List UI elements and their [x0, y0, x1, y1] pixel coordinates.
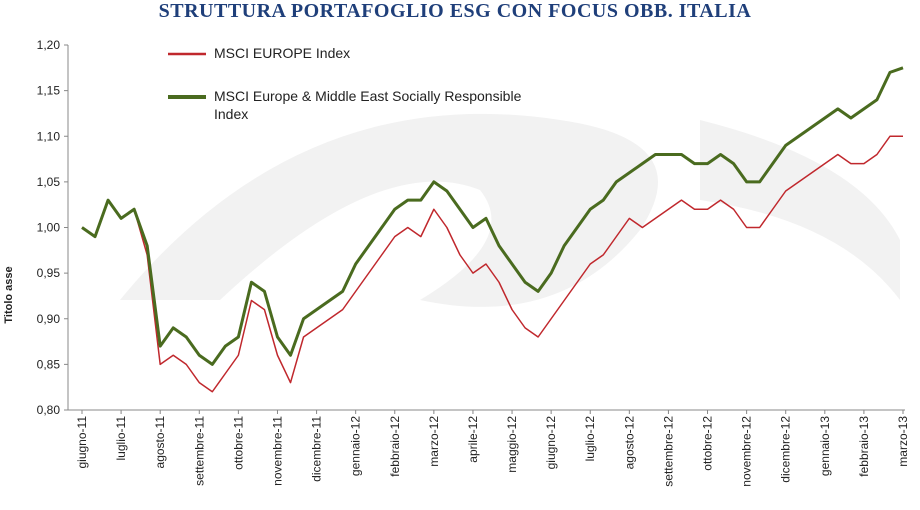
x-tick-label: dicembre-12 — [779, 416, 793, 483]
y-tick-label: 0,90 — [37, 312, 61, 326]
x-tick-label: maggio-12 — [505, 416, 519, 473]
y-tick-label: 1,15 — [37, 84, 61, 98]
x-tick-label: novembre-11 — [270, 416, 284, 486]
x-tick-label: febbraio-12 — [388, 416, 402, 477]
y-tick-label: 1,10 — [37, 129, 61, 143]
y-tick-label: 1,00 — [37, 221, 61, 235]
legend-label: MSCI Europe & Middle East Socially Respo… — [214, 88, 522, 122]
series-line — [81, 66, 904, 366]
y-tick-label: 1,20 — [37, 38, 61, 52]
y-tick-label: 0,95 — [37, 266, 61, 280]
chart-title: STRUTTURA PORTAFOGLIO ESG CON FOCUS OBB.… — [159, 0, 752, 22]
x-tick-label: marzo-13 — [896, 416, 910, 467]
x-tick-label: gennaio-13 — [818, 416, 832, 476]
x-tick-label: giugno-11 — [75, 416, 89, 469]
x-tick-label: agosto-12 — [622, 416, 636, 470]
x-tick-label: aprile-12 — [466, 416, 480, 463]
x-tick-label: ottobre-12 — [701, 416, 715, 471]
series-line — [81, 135, 903, 393]
x-tick-label: dicembre-11 — [310, 416, 324, 482]
y-tick-label: 1,05 — [37, 175, 61, 189]
x-tick-label: novembre-12 — [740, 416, 754, 487]
x-tick-label: febbraio-13 — [857, 416, 871, 477]
x-tick-label: gennaio-12 — [349, 416, 363, 476]
background-swirl — [120, 113, 900, 307]
x-tick-label: luglio-11 — [114, 416, 128, 461]
x-tick-label: ottobre-11 — [231, 416, 245, 470]
x-tick-label: agosto-11 — [153, 416, 167, 469]
x-tick-label: giugno-12 — [544, 416, 558, 470]
y-tick-label: 0,80 — [37, 403, 61, 417]
x-tick-label: settembre-12 — [661, 416, 675, 487]
x-tick-label: settembre-11 — [192, 416, 206, 486]
legend-label: MSCI EUROPE Index — [214, 45, 350, 61]
y-tick-label: 0,85 — [37, 357, 61, 371]
y-axis-title: Titolo asse — [3, 266, 15, 323]
x-tick-label: luglio-12 — [583, 416, 597, 462]
x-tick-label: marzo-12 — [427, 416, 441, 467]
